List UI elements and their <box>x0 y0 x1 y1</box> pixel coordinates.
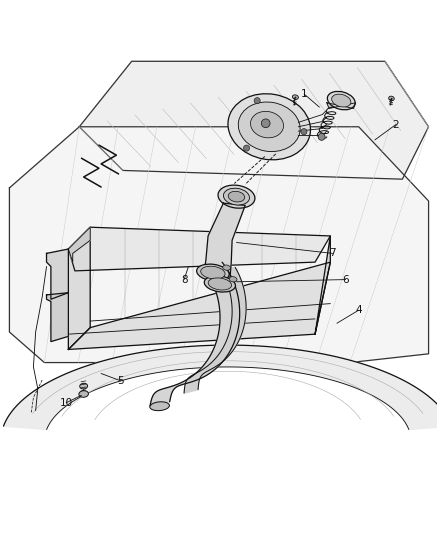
Text: 1: 1 <box>301 89 307 99</box>
Text: 10: 10 <box>60 398 73 408</box>
Circle shape <box>301 128 307 135</box>
Ellipse shape <box>389 96 394 101</box>
Ellipse shape <box>150 402 170 410</box>
Ellipse shape <box>293 95 298 99</box>
Polygon shape <box>68 227 90 350</box>
Polygon shape <box>46 293 68 342</box>
Polygon shape <box>184 268 246 393</box>
Ellipse shape <box>238 102 300 151</box>
Text: 6: 6 <box>343 274 349 285</box>
Ellipse shape <box>332 94 351 107</box>
Ellipse shape <box>197 264 229 281</box>
Polygon shape <box>150 262 240 406</box>
Ellipse shape <box>251 111 283 138</box>
Ellipse shape <box>223 188 250 205</box>
Ellipse shape <box>229 277 237 282</box>
Polygon shape <box>204 203 245 279</box>
Ellipse shape <box>201 266 225 279</box>
Text: 4: 4 <box>355 305 362 315</box>
Polygon shape <box>79 61 428 179</box>
Polygon shape <box>10 127 428 362</box>
Polygon shape <box>68 227 330 271</box>
Polygon shape <box>46 249 68 299</box>
Ellipse shape <box>208 278 232 290</box>
Circle shape <box>318 133 325 140</box>
Ellipse shape <box>218 185 255 208</box>
Text: 2: 2 <box>392 119 399 130</box>
Polygon shape <box>4 345 438 430</box>
Polygon shape <box>315 236 330 334</box>
Circle shape <box>261 119 270 128</box>
Circle shape <box>254 98 260 104</box>
Polygon shape <box>68 227 90 262</box>
Polygon shape <box>327 103 356 108</box>
Ellipse shape <box>80 383 88 389</box>
Ellipse shape <box>204 276 236 292</box>
Polygon shape <box>68 262 330 350</box>
Ellipse shape <box>228 191 245 202</box>
Text: 5: 5 <box>117 376 124 386</box>
Ellipse shape <box>79 391 88 397</box>
Circle shape <box>244 145 250 151</box>
Ellipse shape <box>327 91 355 110</box>
Ellipse shape <box>228 94 311 160</box>
Ellipse shape <box>223 265 230 270</box>
Text: 8: 8 <box>181 274 187 285</box>
Text: 7: 7 <box>329 248 336 259</box>
